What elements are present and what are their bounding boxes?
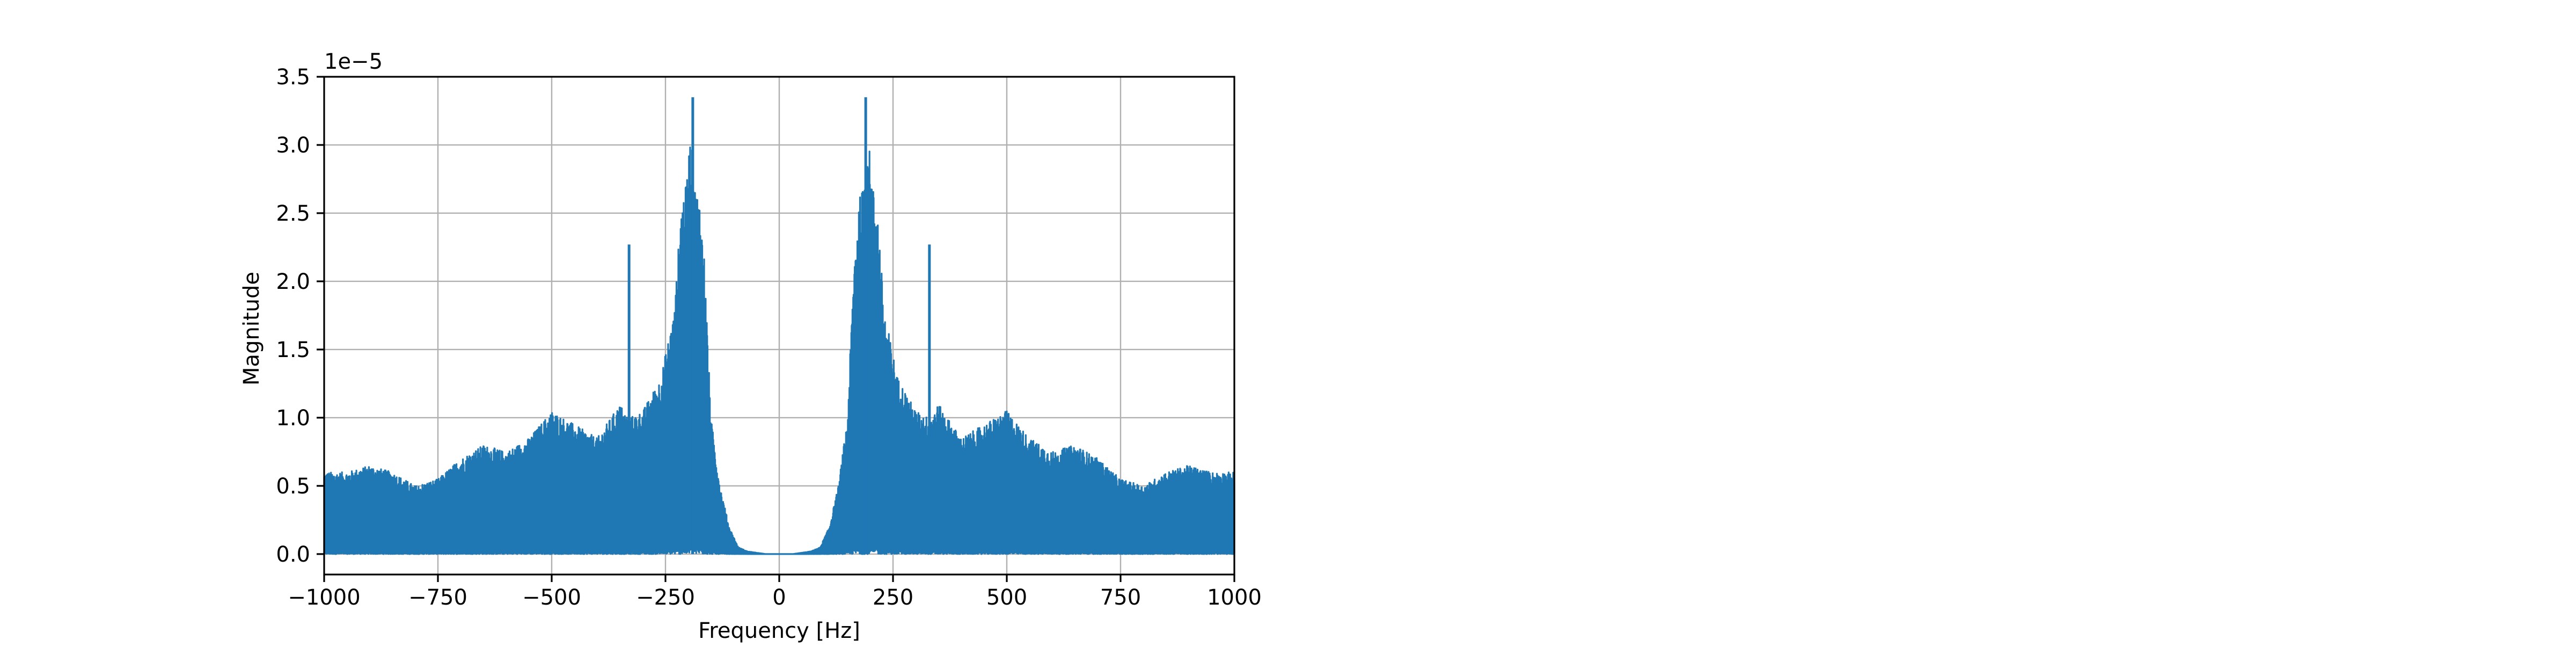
x-tick-label: −750 xyxy=(408,585,467,610)
y-tick-label: 3.5 xyxy=(276,65,310,90)
x-tick-label: 1000 xyxy=(1207,585,1262,610)
y-tick-label: 1.0 xyxy=(276,406,310,431)
spectrum-line xyxy=(323,146,1235,555)
x-axis-ticks: −1000 −750 −500 −250 0 250 500 750 1000 xyxy=(288,575,1262,610)
y-tick-label: 1.5 xyxy=(276,338,310,362)
x-tick-label: −500 xyxy=(522,585,581,610)
x-tick-label: 750 xyxy=(1100,585,1141,610)
y-tick-label: 2.0 xyxy=(276,270,310,294)
y-tick-label: 3.0 xyxy=(276,133,310,158)
x-tick-label: −250 xyxy=(636,585,695,610)
y-tick-label: 0.0 xyxy=(276,542,310,567)
x-tick-label: 250 xyxy=(873,585,913,610)
x-tick-label: −1000 xyxy=(288,585,360,610)
y-tick-label: 2.5 xyxy=(276,201,310,226)
y-axis-label: Magnitude xyxy=(239,272,264,386)
y-axis-multiplier: 1e−5 xyxy=(324,49,383,74)
x-tick-label: 500 xyxy=(986,585,1027,610)
x-axis-label: Frequency [Hz] xyxy=(698,619,860,643)
y-tick-label: 0.5 xyxy=(276,474,310,499)
y-axis-ticks: 0.0 0.5 1.0 1.5 2.0 2.5 3.0 3.5 xyxy=(276,65,324,567)
x-tick-label: 0 xyxy=(772,585,786,610)
data-layer xyxy=(323,97,1235,555)
